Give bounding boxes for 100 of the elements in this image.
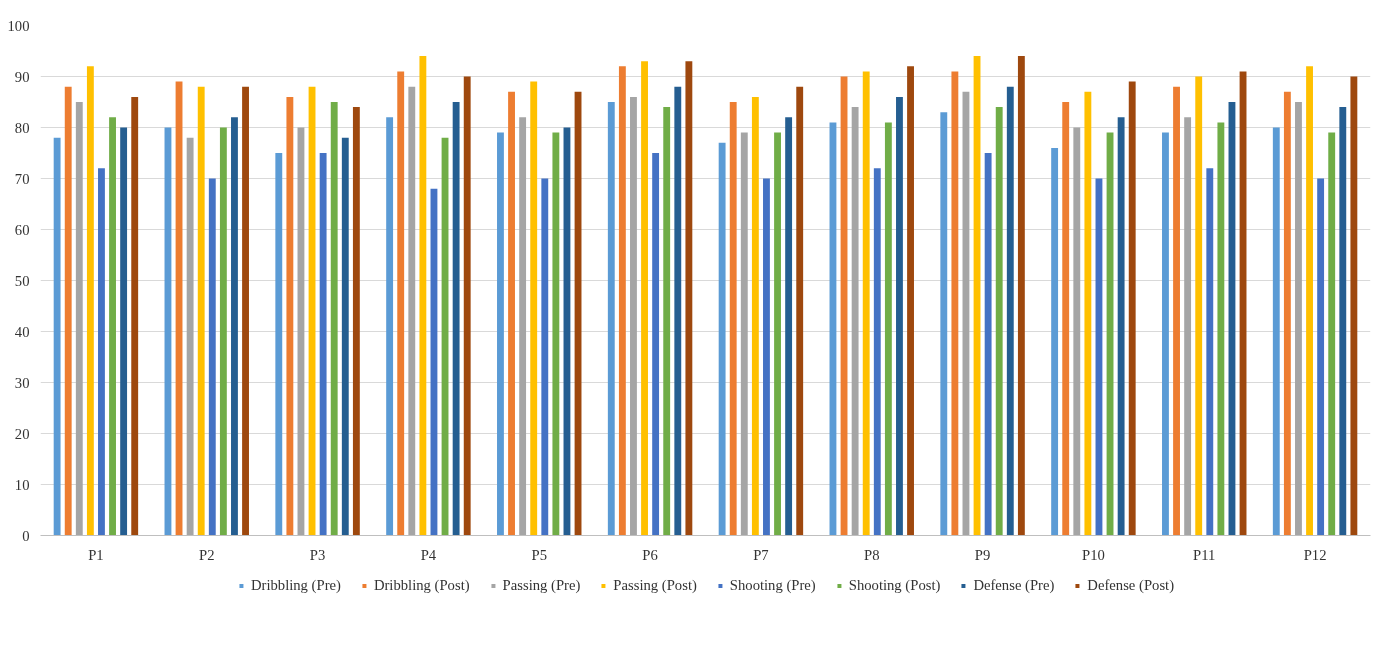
bar	[663, 107, 671, 536]
bar	[341, 137, 349, 536]
y-tick-label: 30	[14, 374, 30, 391]
bar	[330, 102, 338, 536]
bar	[751, 96, 759, 536]
bar	[419, 56, 427, 536]
bar	[984, 153, 992, 536]
bar	[851, 107, 859, 536]
legend-label: Defense (Pre)	[973, 576, 1055, 594]
bar	[1062, 102, 1070, 536]
y-tick-label: 60	[14, 221, 30, 238]
bar	[98, 168, 105, 536]
bar	[463, 76, 471, 536]
bar	[729, 102, 737, 536]
bar	[1306, 66, 1313, 536]
bar	[951, 71, 959, 536]
bar	[652, 153, 660, 536]
x-tick-label: P7	[753, 546, 769, 563]
bar	[219, 127, 227, 536]
bar	[1006, 86, 1014, 536]
x-tick-label: P3	[309, 546, 326, 563]
bar	[896, 96, 903, 536]
bar	[940, 112, 948, 536]
bar	[796, 86, 804, 536]
bar	[1217, 122, 1225, 536]
x-tick-label: P11	[1193, 546, 1216, 563]
bar	[197, 86, 205, 536]
bar	[1184, 117, 1192, 536]
bar	[607, 102, 615, 536]
bar	[64, 86, 72, 536]
x-tick-label: P8	[864, 546, 880, 563]
x-tick-label: P12	[1303, 546, 1327, 563]
bar	[75, 102, 83, 536]
legend-label: Passing (Post)	[613, 576, 697, 594]
bar	[862, 71, 870, 536]
bar	[497, 132, 504, 536]
x-tick-label: P2	[199, 546, 215, 563]
x-tick-label: P9	[974, 546, 991, 563]
bar	[618, 66, 626, 536]
bar	[408, 86, 416, 536]
bar	[685, 61, 693, 536]
bar	[1317, 178, 1325, 536]
bar	[674, 86, 682, 536]
bar	[120, 127, 128, 536]
legend-label: Dribbling (Post)	[373, 576, 470, 594]
bar	[530, 81, 538, 536]
bar	[1283, 91, 1291, 536]
y-tick-label: 0	[22, 527, 30, 544]
bar	[1162, 132, 1169, 536]
bar	[131, 96, 139, 536]
y-tick-label: 50	[14, 272, 30, 289]
bar	[774, 132, 781, 536]
y-tick-label: 100	[7, 17, 30, 34]
bar	[508, 91, 515, 536]
y-tick-label: 40	[14, 323, 30, 340]
bar	[785, 117, 793, 536]
bar	[231, 117, 238, 536]
bar	[397, 71, 405, 536]
y-tick-label: 80	[14, 119, 30, 136]
y-tick-label: 20	[14, 425, 30, 442]
legend-label: Passing (Pre)	[502, 576, 581, 594]
bar	[1017, 56, 1025, 536]
legend-label: Shooting (Pre)	[729, 576, 816, 594]
bar	[109, 117, 116, 536]
bar	[740, 132, 748, 536]
legend-label: Dribbling (Pre)	[250, 576, 341, 594]
bar	[907, 66, 914, 536]
x-tick-label: P1	[88, 546, 104, 563]
bar	[1350, 76, 1358, 536]
bar	[884, 122, 892, 536]
bar	[352, 107, 360, 536]
y-tick-label: 90	[14, 68, 30, 85]
bar	[1173, 86, 1180, 536]
legend-label: Defense (Post)	[1087, 576, 1175, 594]
bar	[53, 137, 61, 536]
bar	[1272, 127, 1280, 536]
bar	[208, 178, 216, 536]
y-tick-label: 70	[14, 170, 30, 187]
bar	[763, 178, 770, 536]
bar	[1084, 91, 1092, 536]
x-tick-label: P6	[642, 546, 658, 563]
x-tick-label: P10	[1082, 546, 1105, 563]
bar	[1195, 76, 1203, 536]
bar	[186, 137, 194, 536]
bar	[86, 66, 94, 536]
bar	[1128, 81, 1136, 536]
bar	[386, 117, 394, 536]
bar	[519, 117, 527, 536]
bar	[275, 153, 283, 536]
bar	[242, 86, 249, 536]
bar	[1339, 107, 1347, 536]
bar	[641, 61, 648, 536]
bar	[541, 178, 549, 536]
bar	[1117, 117, 1125, 536]
bar	[718, 142, 726, 536]
x-tick-label: P5	[531, 546, 547, 563]
bar	[1206, 168, 1214, 536]
bar	[1295, 102, 1302, 536]
bar	[1073, 127, 1081, 536]
bar	[286, 96, 294, 536]
